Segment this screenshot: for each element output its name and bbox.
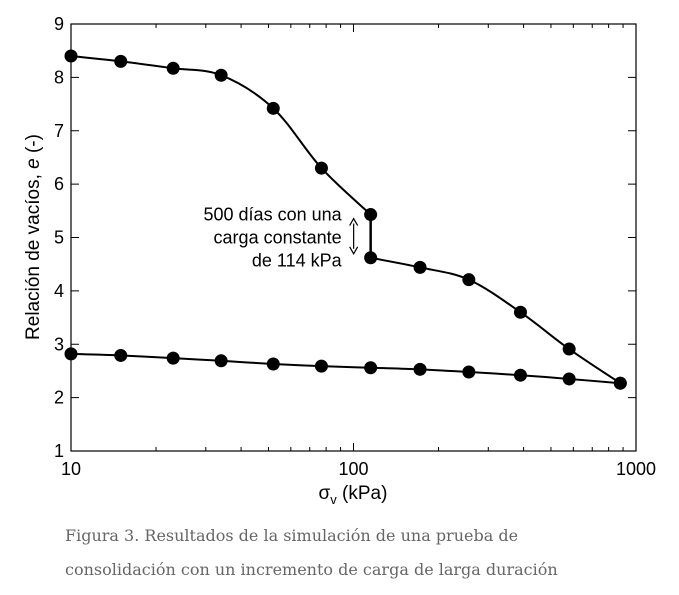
y-tick-label: 6: [54, 174, 64, 194]
data-point: [562, 372, 576, 386]
x-tick-label: 100: [338, 459, 368, 479]
data-point: [462, 273, 476, 287]
data-point: [266, 101, 280, 115]
data-point: [364, 361, 378, 375]
series-line-2: [370, 256, 621, 385]
data-point: [413, 362, 427, 376]
data-point: [64, 49, 78, 63]
data-point: [364, 251, 378, 265]
data-series: [64, 49, 627, 390]
data-point: [214, 354, 228, 368]
x-tick-label: 10: [61, 459, 81, 479]
data-point: [114, 348, 128, 362]
y-tick-label: 2: [54, 388, 64, 408]
data-point: [64, 347, 78, 361]
x-axis-label: σv (kPa): [319, 483, 388, 507]
y-axis-label: Relación de vacíos, e (-): [23, 134, 44, 340]
caption-line-1: Figura 3. Resultados de la simulación de…: [65, 526, 519, 545]
consolidation-chart: 1 2 3 4 5 6 7 8 9 10 100 1000 500 días con una carga…: [23, 14, 656, 507]
arrow-head-down: [349, 246, 359, 255]
y-tick-label: 1: [54, 441, 64, 461]
data-point: [413, 260, 427, 274]
y-tick-label: 4: [54, 281, 64, 301]
series-line-3: [70, 352, 621, 385]
axis-ticks: 1 2 3 4 5 6 7 8 9 10 100 1000: [54, 14, 656, 479]
data-point: [513, 305, 527, 319]
data-point: [266, 357, 280, 371]
data-point: [613, 376, 627, 390]
data-point: [314, 161, 328, 175]
data-point: [114, 54, 128, 68]
data-point: [214, 68, 228, 82]
annotation-line-1: 500 días con una: [204, 205, 343, 225]
data-point: [166, 61, 180, 75]
data-point: [364, 208, 378, 222]
y-tick-label: 9: [54, 14, 64, 34]
data-point: [462, 365, 476, 379]
y-tick-label: 7: [54, 121, 64, 141]
y-tick-label: 5: [54, 228, 64, 248]
annotation-line-2: carga constante: [214, 228, 342, 248]
arrow-head-up: [349, 217, 359, 226]
y-tick-label: 8: [54, 67, 64, 87]
data-point: [513, 368, 527, 382]
annotation-group: 500 días con una carga constante de 114 kP…: [204, 205, 359, 271]
data-point: [562, 342, 576, 356]
x-tick-label: 1000: [616, 459, 656, 479]
data-point: [314, 359, 328, 373]
data-point: [166, 351, 180, 365]
caption-line-2: consolidación con un incremento de carga…: [65, 560, 558, 579]
figure-caption: Figura 3. Resultados de la simulación de…: [65, 519, 665, 587]
annotation-line-3: de 114 kPa: [252, 251, 343, 271]
y-tick-label: 3: [54, 334, 64, 354]
